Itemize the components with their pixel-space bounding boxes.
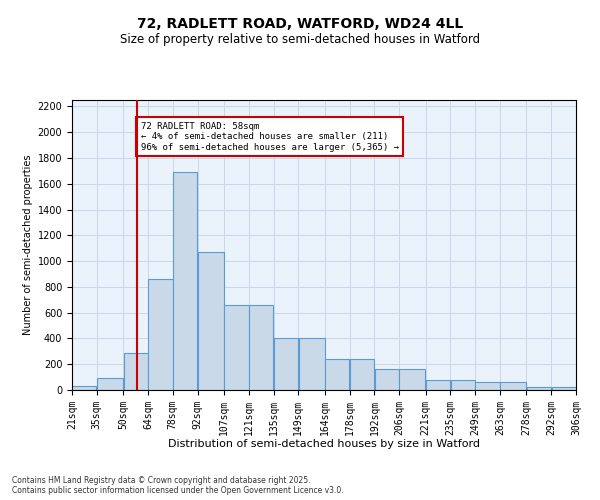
Bar [551, 388, 576, 390]
Bar [400, 370, 425, 390]
Bar [374, 370, 399, 390]
Bar [426, 380, 450, 390]
Bar [274, 338, 298, 390]
Bar [173, 172, 197, 390]
Text: Contains HM Land Registry data © Crown copyright and database right 2025.
Contai: Contains HM Land Registry data © Crown c… [12, 476, 344, 495]
Bar [224, 305, 248, 390]
Bar [527, 388, 551, 390]
Bar [500, 382, 526, 390]
Bar [350, 359, 374, 390]
Bar [148, 279, 173, 390]
X-axis label: Distribution of semi-detached houses by size in Watford: Distribution of semi-detached houses by … [168, 439, 480, 449]
Bar [72, 386, 97, 390]
Text: Size of property relative to semi-detached houses in Watford: Size of property relative to semi-detach… [120, 32, 480, 46]
Text: 72 RADLETT ROAD: 58sqm
← 4% of semi-detached houses are smaller (211)
96% of sem: 72 RADLETT ROAD: 58sqm ← 4% of semi-deta… [141, 122, 399, 152]
Bar [198, 252, 224, 390]
Bar [249, 305, 274, 390]
Bar [299, 338, 325, 390]
Bar [325, 359, 349, 390]
Text: 72, RADLETT ROAD, WATFORD, WD24 4LL: 72, RADLETT ROAD, WATFORD, WD24 4LL [137, 18, 463, 32]
Y-axis label: Number of semi-detached properties: Number of semi-detached properties [23, 155, 34, 336]
Bar [124, 352, 148, 390]
Bar [475, 382, 500, 390]
Bar [451, 380, 475, 390]
Bar [97, 378, 123, 390]
